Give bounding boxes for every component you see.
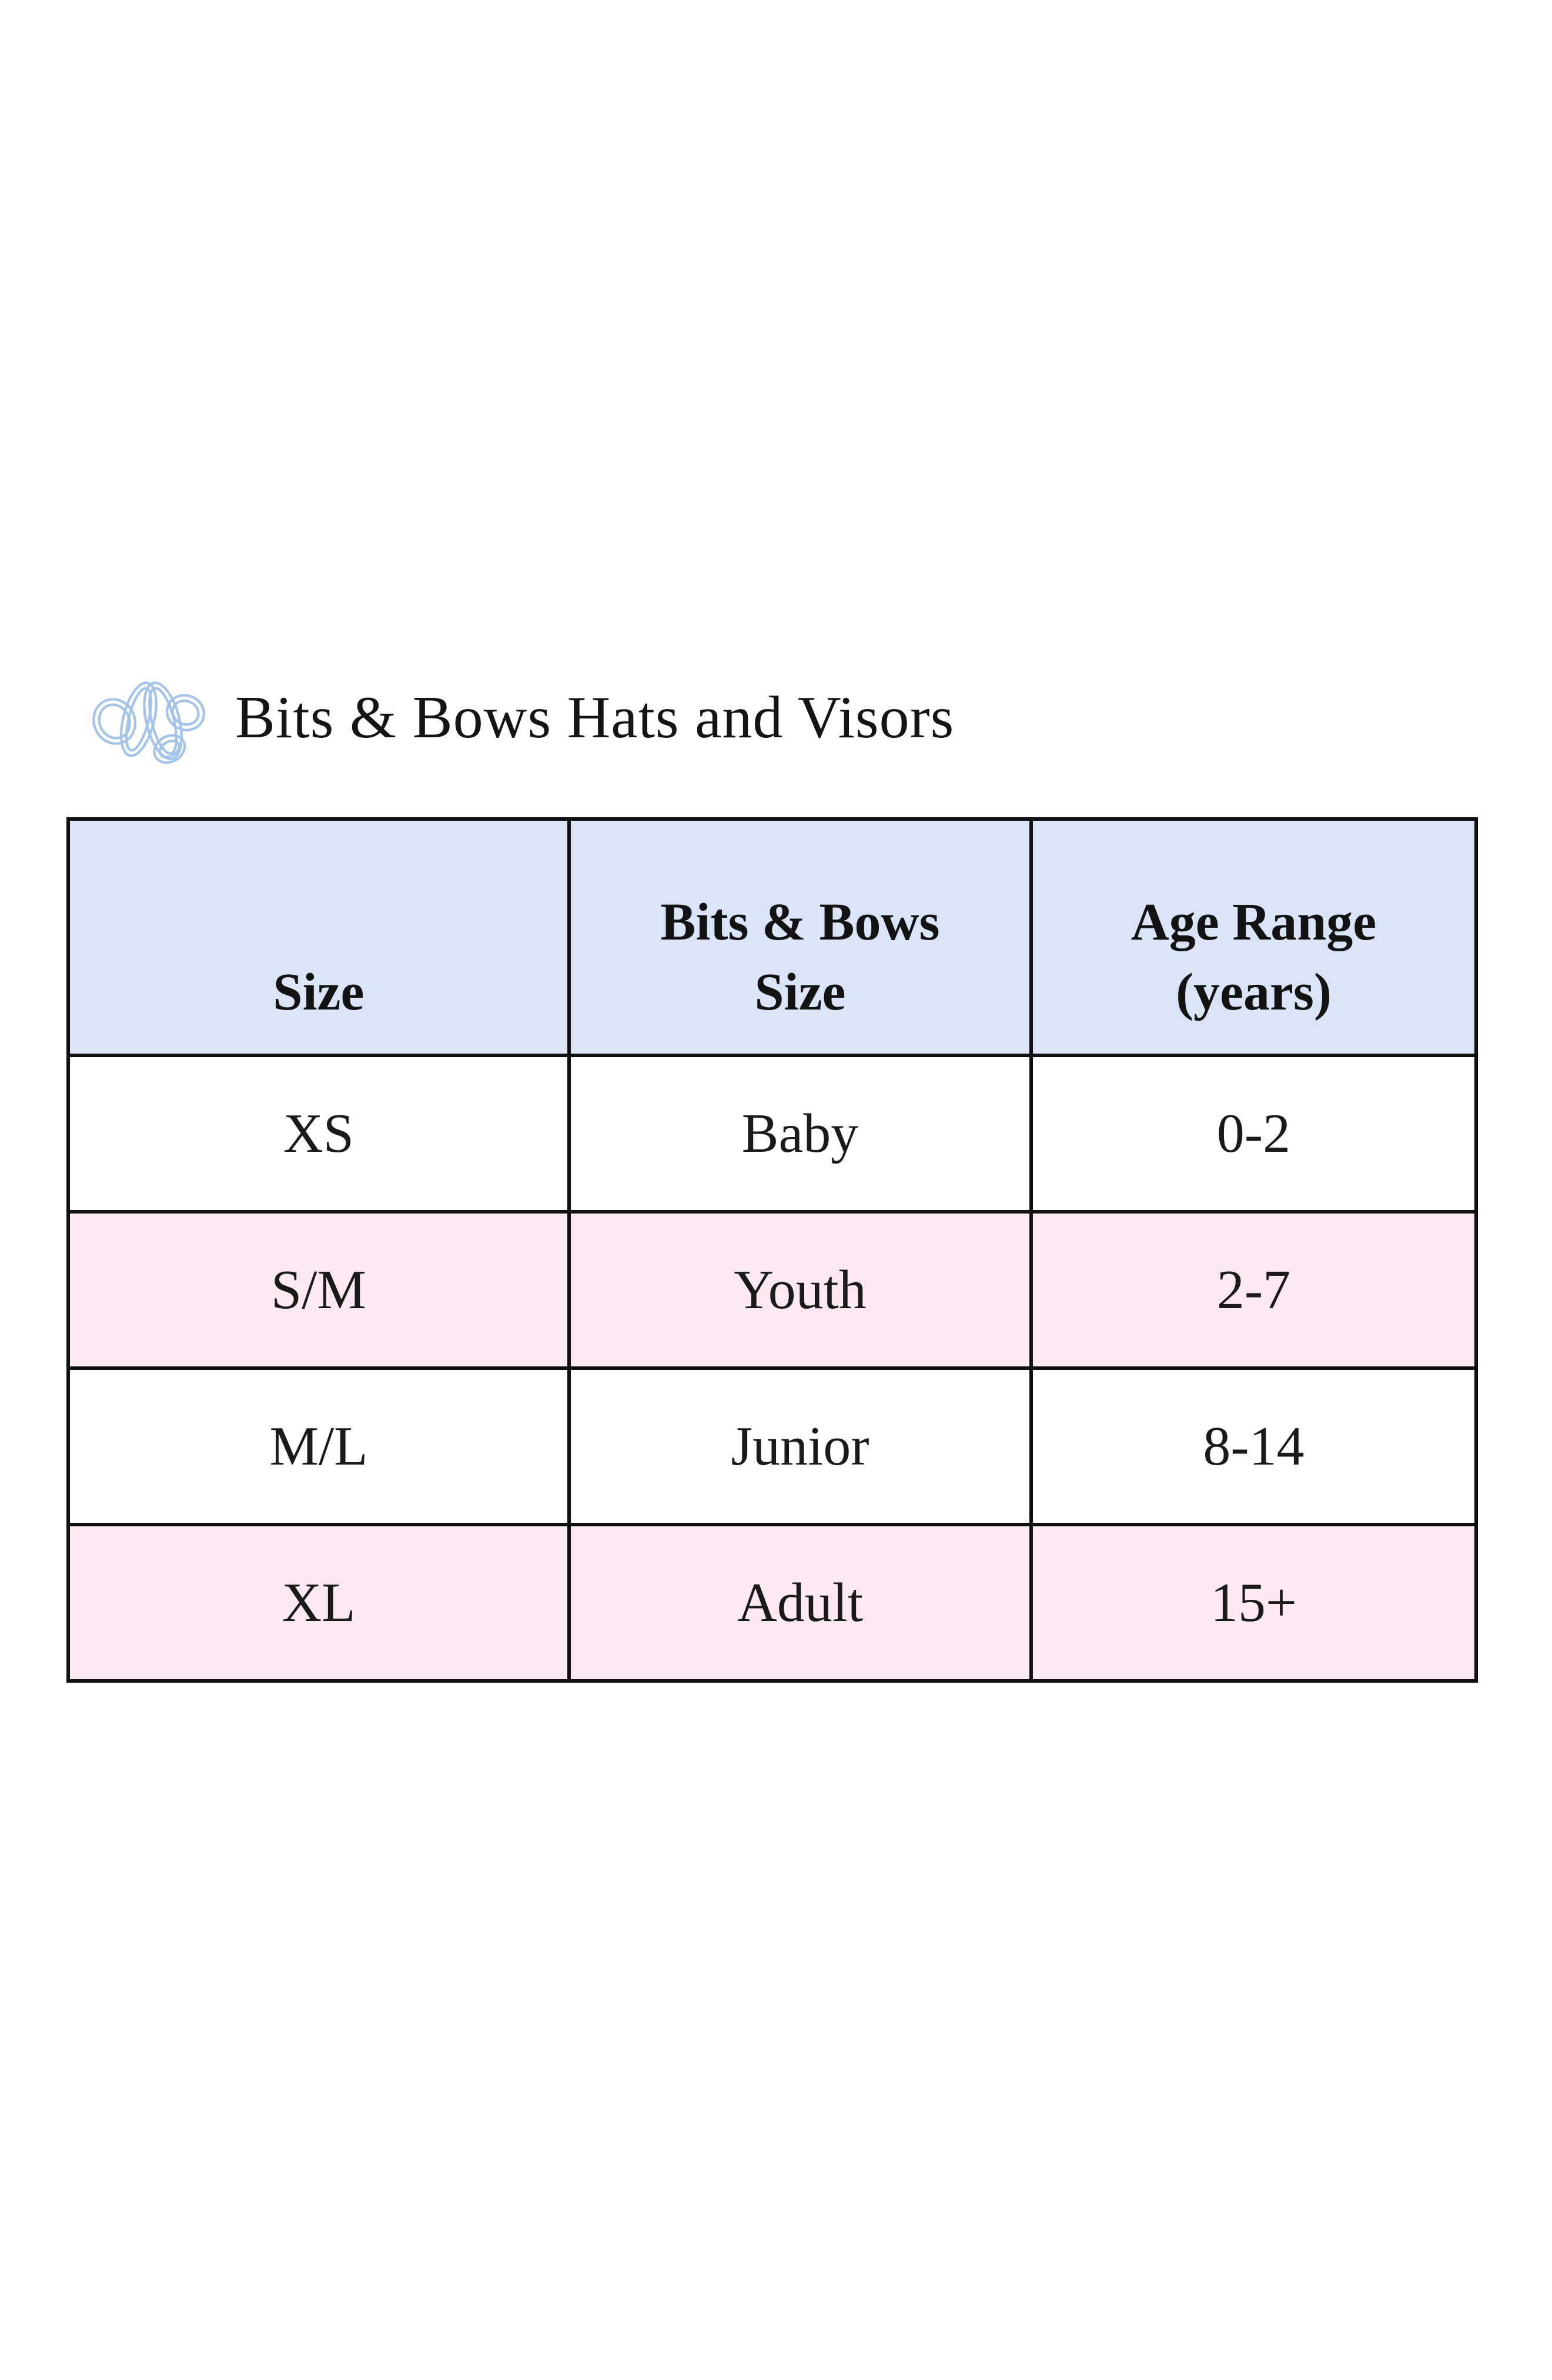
header-row: Size Bits & Bows Size Age Range (years) [66,817,1478,1057]
size-chart-table: Size Bits & Bows Size Age Range (years) … [66,817,1478,1683]
column-header-bits-bows-line2: Size [754,963,846,1022]
table-row-sm: S/M Youth 2-7 [66,1210,1478,1370]
table-row-xs: XS Baby 0-2 [66,1054,1478,1214]
brand-header: Bits & Bows Hats and Visors [86,658,954,785]
cell-size: M/L [66,1366,571,1526]
cell-age-range: 15+ [1029,1523,1478,1683]
table-row-ml: M/L Junior 8-14 [66,1366,1478,1526]
cell-size: S/M [66,1210,571,1370]
cell-age-range: 0-2 [1029,1054,1478,1214]
column-header-size: Size [66,817,571,1057]
cell-age-range: 8-14 [1029,1366,1478,1526]
table-row-xl: XL Adult 15+ [66,1523,1478,1683]
column-header-age-range-line1: Age Range [1130,893,1377,952]
cell-age-range: 2-7 [1029,1210,1478,1370]
cell-bits-bows-size: Youth [567,1210,1033,1370]
column-header-bits-bows-line1: Bits & Bows [660,893,940,952]
cell-bits-bows-size: Baby [567,1054,1033,1214]
column-header-size-line1: Size [273,963,364,1022]
cell-bits-bows-size: Junior [567,1366,1033,1526]
cell-size: XS [66,1054,571,1214]
bits-and-bows-monogram-icon [92,681,205,764]
column-header-age-range-line2: (years) [1176,963,1332,1022]
column-header-age-range: Age Range (years) [1029,817,1478,1057]
column-header-bits-bows-size: Bits & Bows Size [567,817,1033,1057]
page-title: Bits & Bows Hats and Visors [235,684,955,751]
cell-size: XL [66,1523,571,1683]
cell-bits-bows-size: Adult [567,1523,1033,1683]
